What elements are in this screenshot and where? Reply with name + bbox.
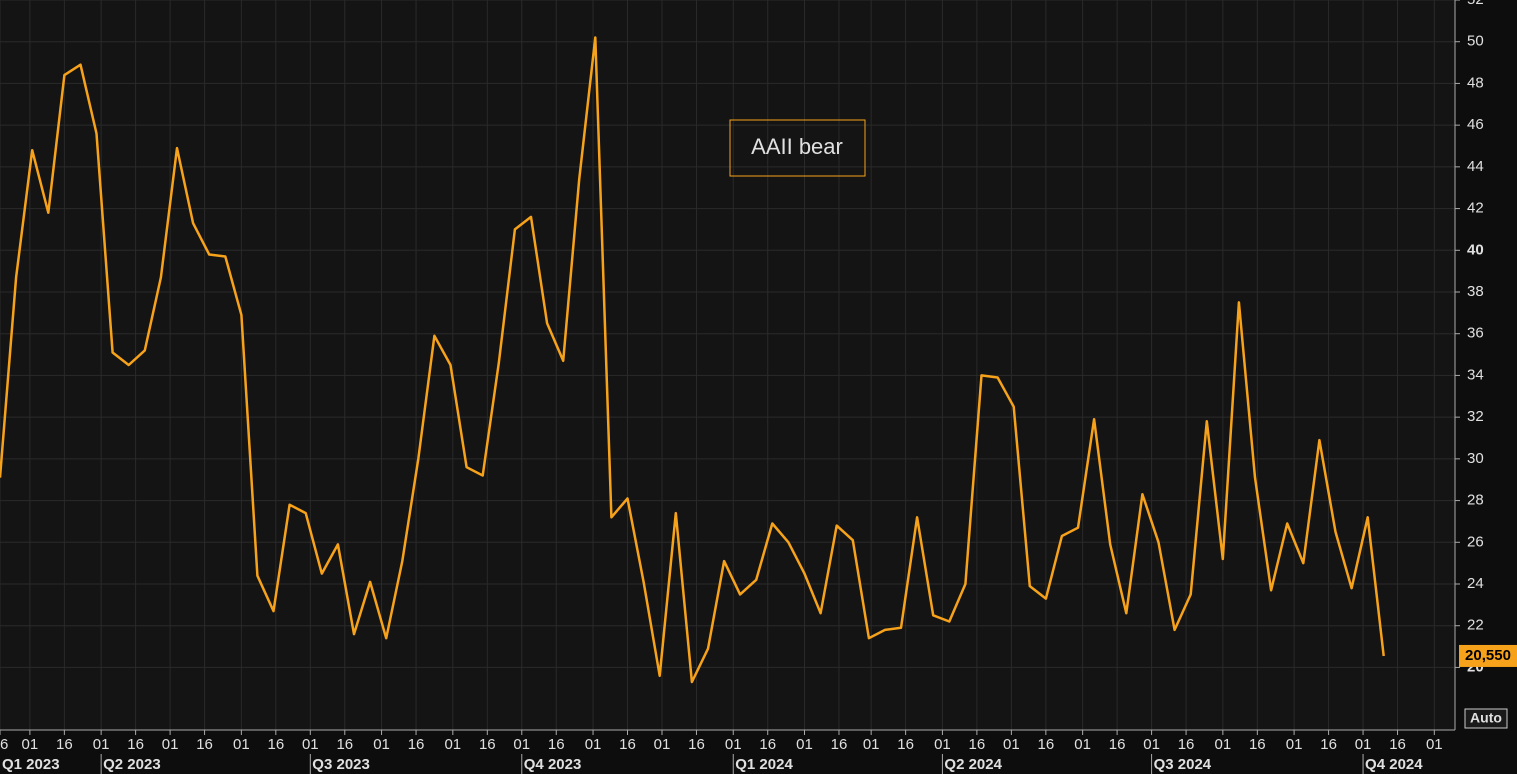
x-tick-label: 01 [373,736,390,753]
plot-area [0,0,1455,730]
x-tick-label: 01 [1286,736,1303,753]
x-tick-label: 01 [1426,736,1443,753]
quarter-label: Q4 2024 [1365,756,1423,773]
x-tick-label: 01 [513,736,530,753]
quarter-label: Q3 2023 [312,756,370,773]
x-tick-label: 01 [1214,736,1231,753]
x-tick-label: 16 [127,736,144,753]
quarter-label: Q2 2023 [103,756,161,773]
quarter-label: Q2 2024 [944,756,1002,773]
x-tick-label: 01 [22,736,39,753]
x-tick-label: 16 [1389,736,1406,753]
x-tick-label: 16 [1249,736,1266,753]
y-tick-label: 34 [1467,366,1484,383]
x-tick-label: 01 [934,736,951,753]
y-tick-label: 46 [1467,116,1484,133]
x-tick-label: 16 [897,736,914,753]
quarter-label: Q1 2024 [735,756,793,773]
x-tick-label: 16 [408,736,425,753]
x-tick-label: 16 [1178,736,1195,753]
x-tick-label: 01 [796,736,813,753]
y-tick-label: 38 [1467,283,1484,300]
quarter-label: Q3 2024 [1154,756,1212,773]
y-tick-label: 44 [1467,158,1484,175]
x-tick-label: 16 [831,736,848,753]
y-tick-label: 36 [1467,325,1484,342]
x-tick-label: 16 [1320,736,1337,753]
x-tick-label: 01 [585,736,602,753]
x-tick-label: 16 [0,736,8,753]
quarter-label: Q1 2023 [2,756,60,773]
x-tick-label: 01 [162,736,179,753]
x-tick-label: 16 [479,736,496,753]
x-tick-label: 01 [93,736,110,753]
last-value-label: 20,550 [1465,647,1511,664]
x-tick-label: 01 [444,736,461,753]
y-tick-label: 28 [1467,492,1484,509]
x-tick-label: 16 [56,736,73,753]
x-tick-label: 16 [336,736,353,753]
x-tick-label: 16 [759,736,776,753]
x-tick-label: 01 [654,736,671,753]
y-tick-label: 52 [1467,0,1484,8]
last-value-box [1459,644,1517,667]
x-tick-label: 16 [1038,736,1055,753]
x-tick-label: 01 [233,736,250,753]
y-tick-label: 50 [1467,33,1484,50]
legend-label: AAII bear [751,134,843,159]
x-tick-label: 01 [1355,736,1372,753]
y-tick-label: 48 [1467,74,1484,91]
x-tick-label: 01 [1143,736,1160,753]
data-line [0,36,1385,684]
x-tick-label: 16 [619,736,636,753]
quarter-label: Q4 2023 [524,756,582,773]
y-tick-label: 26 [1467,533,1484,550]
x-tick-label: 16 [969,736,986,753]
x-tick-label: 01 [1003,736,1020,753]
x-tick-label: 16 [688,736,705,753]
y-tick-label: 24 [1467,575,1484,592]
x-tick-label: 16 [267,736,284,753]
auto-button-box[interactable] [1464,708,1508,729]
x-tick-label: 16 [1109,736,1126,753]
x-tick-label: 16 [548,736,565,753]
y-tick-label: 22 [1467,617,1484,634]
auto-button[interactable]: Auto [1470,710,1502,726]
x-tick-label: 01 [1074,736,1091,753]
y-tick-label: 32 [1467,408,1484,425]
y-tick-label: 40 [1467,241,1484,258]
legend-box [729,119,866,177]
x-tick-label: 01 [302,736,319,753]
y-tick-label: 30 [1467,450,1484,467]
x-tick-label: 01 [725,736,742,753]
x-tick-label: 16 [196,736,213,753]
x-tick-label: 01 [863,736,880,753]
y-tick-label: 42 [1467,200,1484,217]
